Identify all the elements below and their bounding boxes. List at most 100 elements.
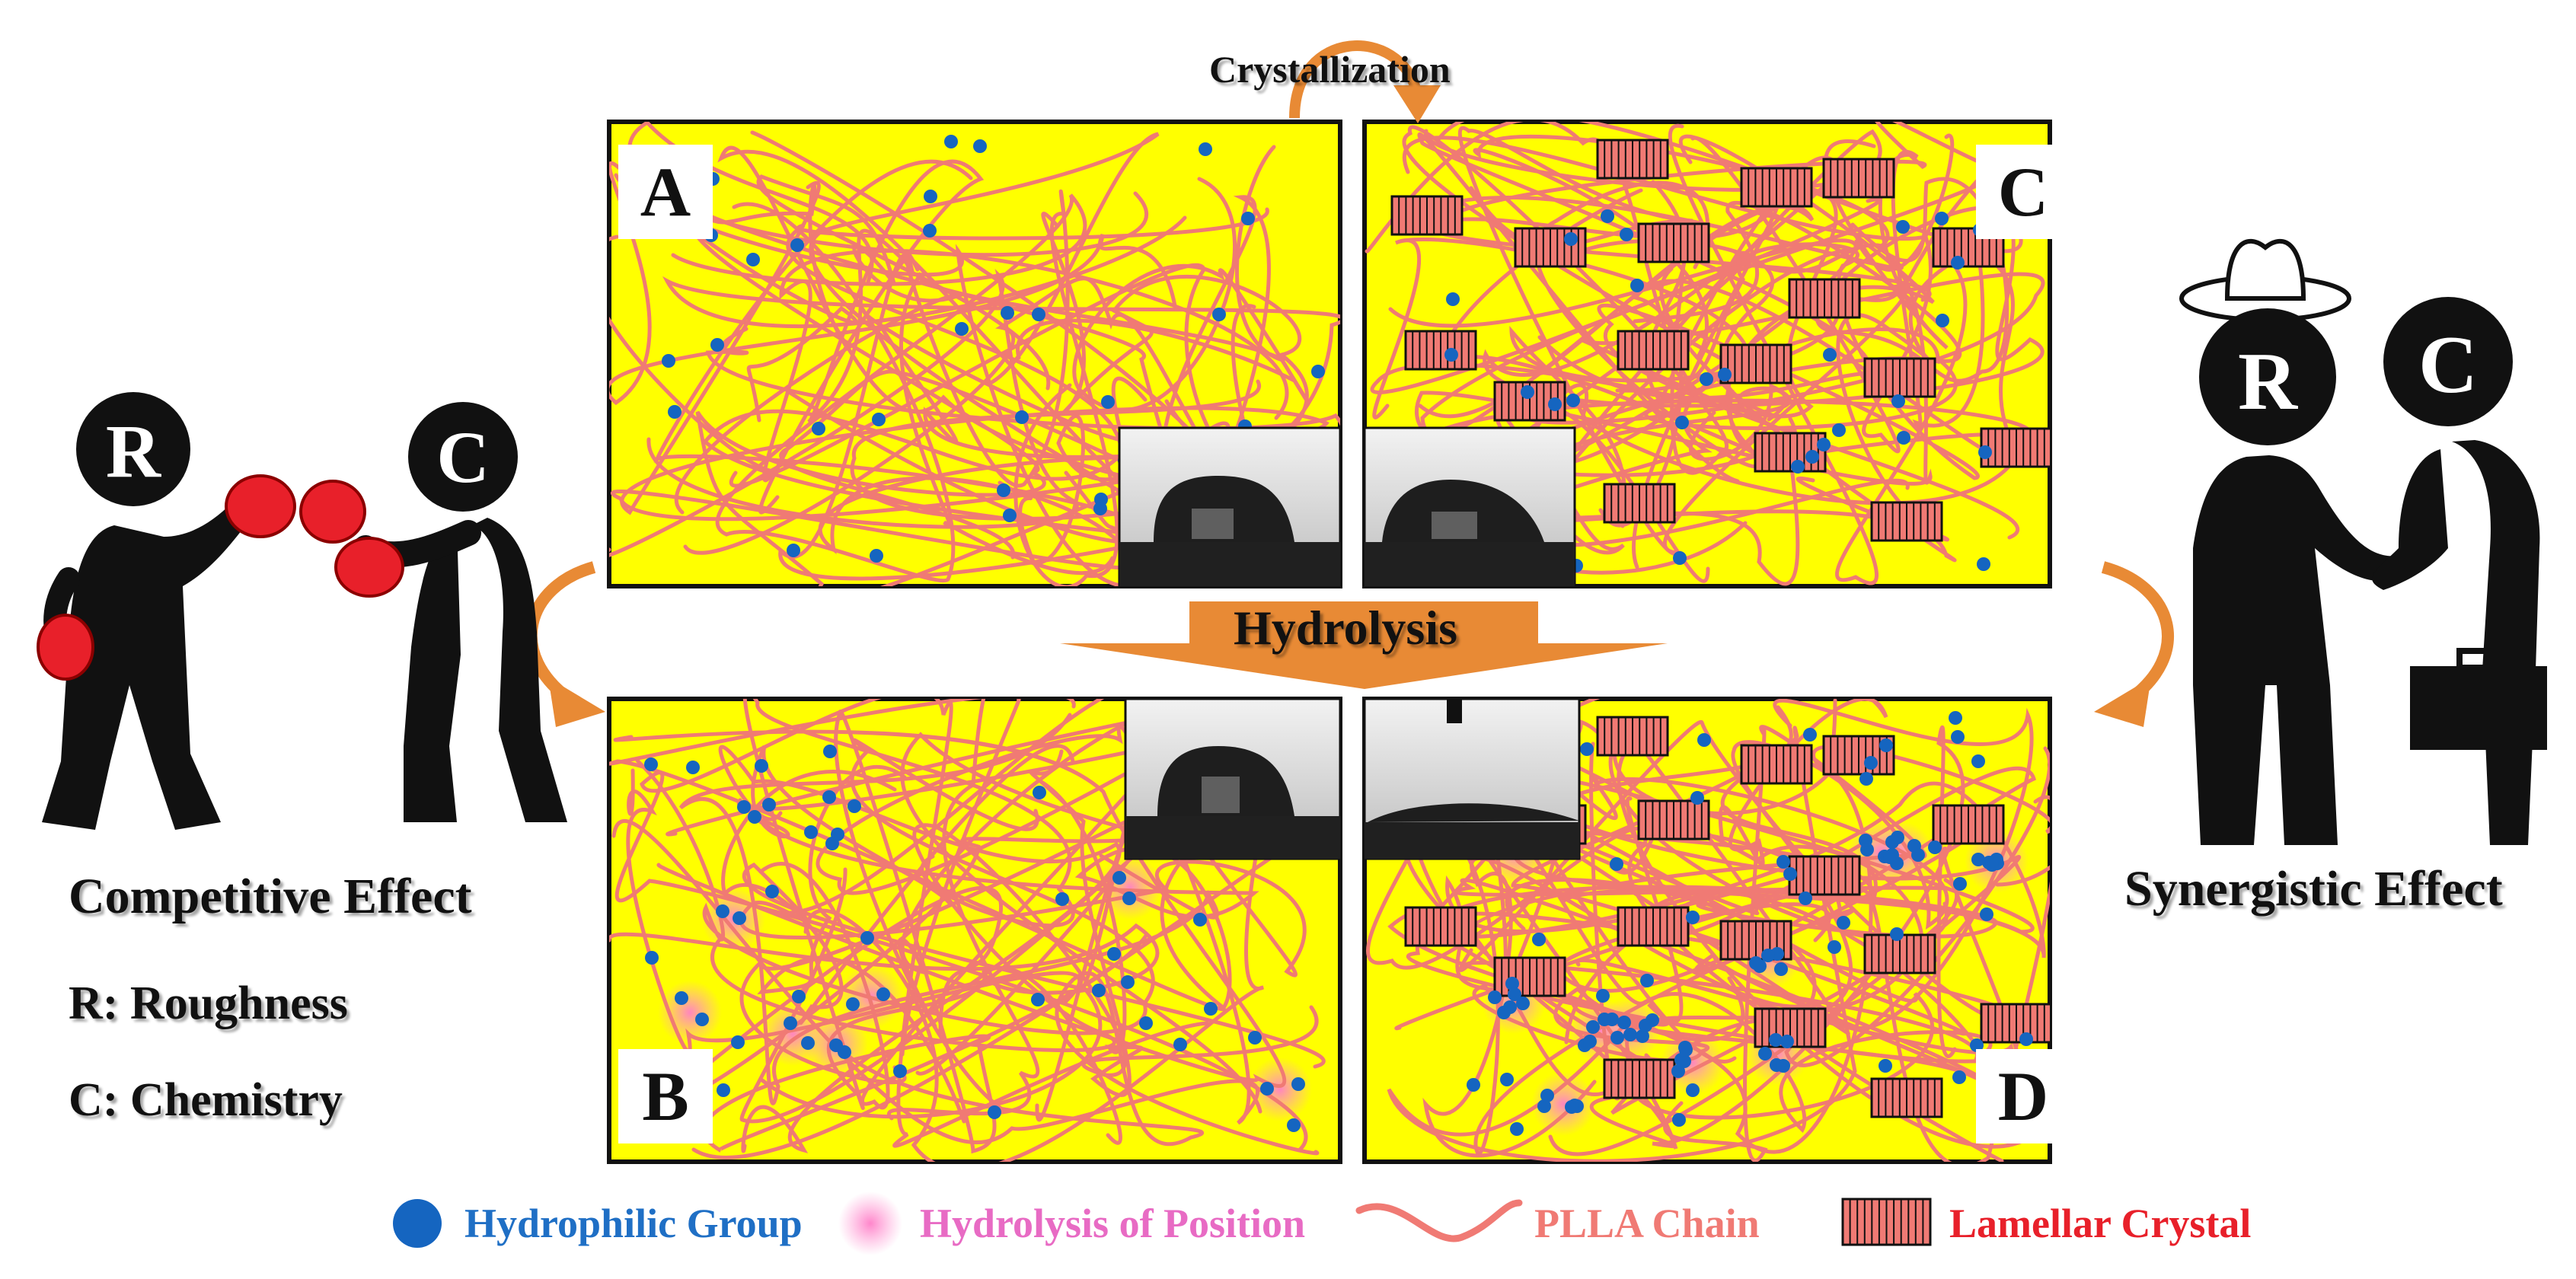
- plla-chain: [758, 159, 1317, 581]
- hydrophilic-group-dot: [1564, 232, 1578, 246]
- hydrophilic-group-dot: [876, 987, 890, 1001]
- plla-chain: [662, 215, 1340, 464]
- hydrophilic-group-dot: [1598, 1013, 1611, 1026]
- plla-chain: [1483, 155, 2045, 408]
- hydrophilic-group-dot: [1953, 877, 1967, 891]
- droplet-photo-c: [1363, 426, 1576, 588]
- hydrophilic-group-dot: [825, 837, 839, 850]
- hydrophilic-group-dot: [1718, 368, 1732, 381]
- plla-chain: [702, 710, 1148, 1154]
- hydrophilic-group-dot: [1951, 256, 1965, 270]
- hydrophilic-group-dot: [1970, 1038, 1984, 1052]
- left-curved-arrow: [525, 561, 605, 727]
- hydrophilic-group-dot: [1003, 509, 1017, 522]
- plla-chain: [750, 130, 1242, 560]
- lamellar-crystal: [1596, 716, 1669, 757]
- legend-label-hydrolysis-position: Hydrolysis of Position: [920, 1201, 1306, 1246]
- hydrophilic-group-dot: [1697, 733, 1711, 747]
- hydrophilic-group-dot: [792, 990, 806, 1003]
- hydrophilic-group-dot: [717, 1083, 730, 1097]
- hydrophilic-group-dot: [1291, 1077, 1305, 1091]
- hydrophilic-group-dot: [1287, 1118, 1301, 1132]
- glove-r-lower: [37, 614, 94, 681]
- legend-blue-dot-icon: [393, 1199, 442, 1248]
- lamellar-crystal: [1980, 1003, 2050, 1044]
- hydrophilic-group-dot: [1891, 394, 1905, 408]
- hydrophilic-group-dot: [1879, 1059, 1892, 1073]
- lamellar-crystal: [1514, 227, 1587, 268]
- plla-chain: [666, 699, 1296, 1162]
- lamellar-crystal: [1493, 956, 1566, 997]
- hydrophilic-group-dot: [838, 1045, 851, 1059]
- plla-chain: [1370, 197, 1882, 419]
- hydrophilic-group-dot: [710, 338, 724, 352]
- hydrophilic-group-dot: [1799, 891, 1812, 905]
- hydrophilic-group-dot: [755, 759, 768, 773]
- lamellar-crystal: [1870, 1077, 1943, 1118]
- hydrophilic-group-dot: [847, 799, 861, 813]
- chemistry-key: C: Chemistry: [69, 1074, 343, 1126]
- hydrophilic-group-dot: [801, 1036, 815, 1050]
- legend-label-plla-chain: PLLA Chain: [1534, 1201, 1760, 1246]
- lamellar-crystal: [1617, 330, 1690, 371]
- hydrophilic-group-dot: [1241, 212, 1255, 225]
- hydrophilic-group-dot: [973, 139, 987, 153]
- hydrophilic-group-dot: [675, 991, 688, 1005]
- plla-chain: [1453, 796, 1995, 1091]
- hydrophilic-group-dot: [1610, 1031, 1624, 1045]
- droplet-photo-d: [1363, 697, 1581, 860]
- hydrophilic-group-dot: [1516, 997, 1530, 1010]
- hydrophilic-group-dot: [1977, 557, 1990, 571]
- hydrophilic-group-dot: [1890, 927, 1904, 941]
- hydrophilic-group-dot: [1107, 947, 1121, 961]
- hydrophilic-group-dot: [762, 798, 776, 812]
- hydrophilic-group-dot: [804, 825, 818, 839]
- glove-c-upper: [299, 480, 366, 544]
- hydrophilic-group-dot: [1673, 551, 1687, 565]
- hydrophilic-group-dot: [1001, 306, 1014, 320]
- hydrophilic-group-dot: [1031, 993, 1045, 1006]
- lamellar-crystal: [1740, 744, 1813, 785]
- panel-label-b: B: [618, 1049, 713, 1143]
- plla-chain: [739, 699, 1326, 1069]
- hydrophilic-group-dot: [784, 1016, 797, 1030]
- hydrophilic-group-dot: [1985, 858, 1999, 872]
- panel-label-c: C: [1976, 145, 2070, 239]
- plla-chain: [904, 189, 1119, 586]
- hydrophilic-group-dot: [1122, 891, 1136, 905]
- hydrophilic-group-dot: [1112, 871, 1126, 885]
- hydrophilic-group-dot: [1596, 989, 1610, 1003]
- plla-chain: [609, 234, 1289, 483]
- head-letter-r-right: R: [2238, 336, 2297, 427]
- hydrophilic-group-dot: [644, 758, 658, 771]
- hydrophilic-group-dot: [1980, 907, 1993, 921]
- glove-r-upper: [225, 474, 296, 538]
- hydrophilic-group-dot: [1952, 1070, 1966, 1084]
- lamellar-crystal: [1637, 222, 1710, 263]
- hydrophilic-group-dot: [997, 483, 1010, 497]
- legend-lamellar-crystal-icon: [1841, 1198, 1932, 1246]
- hydrophilic-group-dot: [1803, 728, 1817, 742]
- hydrophilic-group-dot: [1936, 314, 1949, 327]
- hydrophilic-group-dot: [1675, 416, 1689, 429]
- hydrophilic-group-dot: [1832, 423, 1846, 437]
- hydrophilic-group-dot: [1805, 450, 1819, 464]
- lamellar-crystal: [1719, 343, 1792, 384]
- head-letter-c-right: C: [2418, 320, 2478, 410]
- right-curved-arrow: [2094, 561, 2174, 727]
- hydrophilic-group-dot: [1617, 1016, 1631, 1029]
- hydrophilic-group-dot: [812, 422, 825, 435]
- droplet-photo-a: [1118, 426, 1342, 588]
- hydrophilic-group-dot: [695, 1013, 709, 1026]
- figure-r-right: [2193, 308, 2402, 845]
- head-letter-c-left: C: [436, 416, 490, 498]
- hydrolysis-arrow: [1060, 601, 1668, 689]
- hydrophilic-group-dot: [1497, 1006, 1511, 1019]
- hydrophilic-group-dot: [1623, 1028, 1637, 1041]
- hydrophilic-group-dot: [731, 1035, 745, 1049]
- hydrophilic-group-dot: [716, 904, 729, 918]
- plla-chain: [1534, 134, 1935, 468]
- plla-chain: [627, 122, 874, 423]
- hydrophilic-group-dot: [1951, 730, 1965, 744]
- hydrophilic-group-dot: [1672, 1113, 1686, 1127]
